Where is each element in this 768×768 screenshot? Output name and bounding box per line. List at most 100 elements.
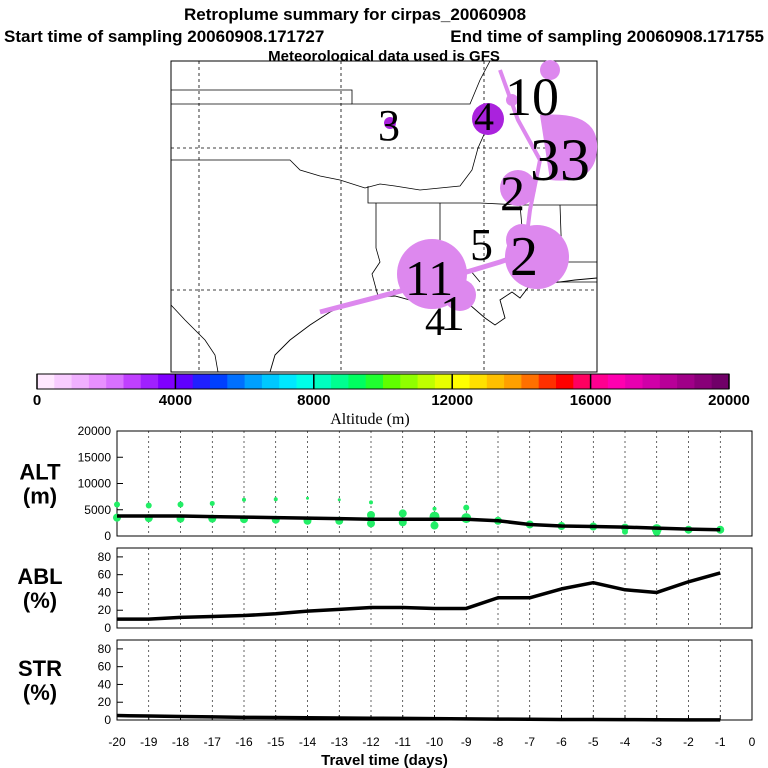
colorbar-swatch bbox=[452, 374, 470, 389]
colorbar-swatch bbox=[365, 374, 384, 389]
scatter-point bbox=[463, 504, 470, 511]
map-label: 2 bbox=[510, 226, 538, 288]
x-tick-label: 0 bbox=[749, 735, 756, 749]
scatter-point bbox=[430, 521, 439, 530]
colorbar-swatch bbox=[123, 374, 142, 389]
colorbar-swatch bbox=[625, 374, 643, 389]
colorbar-swatch bbox=[642, 374, 661, 389]
y-tick-label: 0 bbox=[104, 621, 111, 635]
colorbar-swatch bbox=[71, 374, 90, 389]
y-tick-label: 20 bbox=[98, 603, 112, 617]
scatter-point bbox=[177, 501, 184, 508]
scatter-point bbox=[209, 500, 215, 506]
plume-blob bbox=[472, 103, 504, 135]
map-frame bbox=[170, 60, 598, 373]
plume-trail bbox=[319, 252, 521, 315]
scatter-point bbox=[369, 500, 373, 505]
y-tick-label: 0 bbox=[104, 529, 111, 543]
map-label: 2 bbox=[500, 165, 525, 221]
colorbar-swatch bbox=[313, 374, 332, 389]
scatter-point bbox=[114, 501, 120, 508]
x-tick-label: -3 bbox=[651, 735, 662, 749]
colorbar-tick-label: 16000 bbox=[570, 392, 612, 409]
map-label: 5 bbox=[470, 219, 493, 270]
y-tick-label: 20000 bbox=[78, 424, 112, 438]
map-label: 1 bbox=[440, 285, 465, 341]
scatter-point bbox=[273, 497, 278, 502]
colorbar-swatch bbox=[192, 374, 211, 389]
map-label: 4 bbox=[425, 299, 445, 344]
x-tick-label: -15 bbox=[267, 735, 285, 749]
y-axis-label: (%) bbox=[23, 588, 57, 613]
colorbar-swatch bbox=[140, 374, 159, 389]
plume-trail bbox=[498, 69, 543, 251]
start-time-label: Start time of sampling 20060908.171727 bbox=[4, 27, 324, 46]
x-tick-label: -17 bbox=[204, 735, 222, 749]
series-line-abl bbox=[117, 571, 721, 621]
x-tick-label: -7 bbox=[524, 735, 535, 749]
plume-blob bbox=[444, 279, 476, 311]
x-tick-label: -19 bbox=[140, 735, 158, 749]
y-tick-label: 10000 bbox=[78, 477, 112, 491]
x-tick-label: -5 bbox=[588, 735, 599, 749]
y-axis-label: (%) bbox=[23, 680, 57, 705]
x-tick-label: -18 bbox=[172, 735, 190, 749]
x-tick-label: -1 bbox=[715, 735, 726, 749]
colorbar-swatch bbox=[417, 374, 436, 389]
colorbar-swatch bbox=[659, 374, 678, 389]
colorbar-swatch bbox=[175, 374, 194, 389]
scatter-point bbox=[367, 511, 375, 519]
colorbar-swatch bbox=[538, 374, 557, 389]
x-tick-label: -2 bbox=[683, 735, 694, 749]
x-tick-label: -8 bbox=[493, 735, 504, 749]
y-tick-label: 5000 bbox=[84, 503, 111, 517]
colorbar-title: Altitude (m) bbox=[330, 411, 410, 428]
x-tick-label: -12 bbox=[362, 735, 380, 749]
panel-alt: 20000 15000 10000 5000 0 ALT(m) bbox=[19, 424, 753, 543]
colorbar-swatch bbox=[677, 374, 695, 389]
colorbar-swatch bbox=[556, 374, 574, 389]
end-time-label: End time of sampling 20060908.171755 bbox=[450, 27, 764, 46]
x-tick-label: -16 bbox=[235, 735, 253, 749]
scatter-point bbox=[432, 506, 437, 511]
colorbar-swatch bbox=[331, 374, 349, 389]
colorbar-tick-label: 20000 bbox=[708, 392, 750, 409]
x-tick-label: -20 bbox=[108, 735, 126, 749]
colorbar-swatch bbox=[694, 374, 713, 389]
y-tick-label: 40 bbox=[98, 585, 112, 599]
scatter-point bbox=[306, 496, 309, 500]
scatter-point bbox=[242, 497, 246, 502]
colorbar-swatch bbox=[106, 374, 124, 389]
y-axis-label: ABL bbox=[17, 564, 62, 589]
map-label: 33 bbox=[530, 127, 590, 193]
colorbar-swatch bbox=[504, 374, 522, 389]
colorbar-tick-label: 8000 bbox=[297, 392, 330, 409]
scatter-point bbox=[367, 519, 375, 528]
y-tick-label: 60 bbox=[98, 568, 112, 582]
colorbar-tick-label: 0 bbox=[33, 392, 41, 409]
map-label: 11 bbox=[405, 250, 453, 306]
colorbar-swatch bbox=[383, 374, 401, 389]
y-tick-label: 20 bbox=[98, 695, 112, 709]
colorbar-swatch bbox=[296, 374, 315, 389]
scatter-point bbox=[337, 498, 341, 502]
colorbar-swatch bbox=[711, 374, 730, 389]
y-tick-label: 0 bbox=[104, 713, 111, 727]
colorbar-ticks: 0 4000 8000 12000 16000 20000 bbox=[33, 374, 750, 409]
y-tick-label: 80 bbox=[98, 642, 112, 656]
colorbar-swatch bbox=[469, 374, 488, 389]
x-tick-label: -9 bbox=[461, 735, 472, 749]
map-label: 10 bbox=[505, 67, 559, 127]
scatter-point bbox=[145, 502, 152, 509]
y-axis-label: (m) bbox=[23, 484, 57, 509]
panel-abl: 80 60 40 20 0 ABL(%) bbox=[17, 547, 753, 635]
plume-blob bbox=[505, 225, 569, 289]
x-tick-label: -11 bbox=[395, 735, 412, 749]
colorbar-swatch bbox=[521, 374, 540, 389]
colorbar-swatch bbox=[244, 374, 263, 389]
colorbar-swatch bbox=[227, 374, 245, 389]
series-line-alt bbox=[117, 514, 721, 532]
x-tick-label: -14 bbox=[299, 735, 317, 749]
